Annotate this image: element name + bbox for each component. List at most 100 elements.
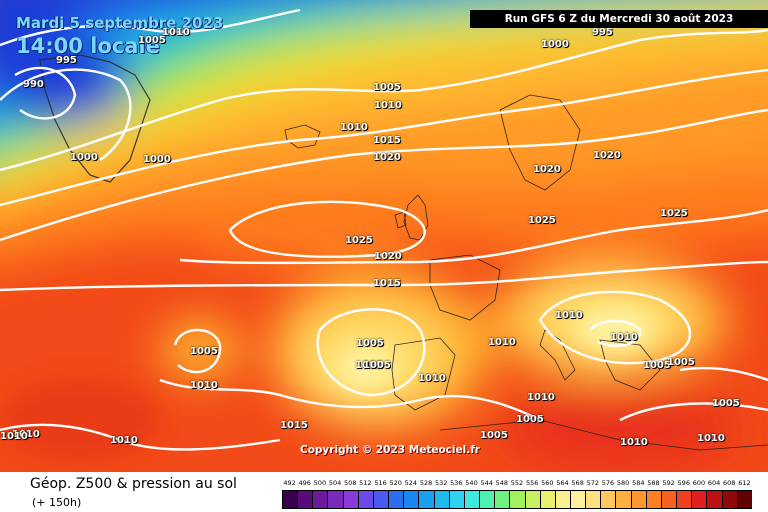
- colorbar-tick: 596: [677, 479, 690, 487]
- isobar-label: 1020: [533, 164, 561, 175]
- model-run-info: Run GFS 6 Z du Mercredi 30 août 2023: [470, 10, 768, 28]
- colorbar-tick: 540: [465, 479, 478, 487]
- isobar-label: 1010: [697, 433, 725, 444]
- colorbar-tick: 548: [495, 479, 509, 487]
- isobar: [14, 66, 77, 120]
- isobar-label: 1015: [373, 278, 401, 289]
- legend-area: Géop. Z500 & pression au sol (+ 150h) 49…: [0, 472, 768, 512]
- isobar-label: 1005: [190, 346, 218, 357]
- colorbar-tick: 608: [723, 479, 736, 487]
- isobar-label: 1010: [374, 100, 402, 111]
- colorbar-tick: 600: [692, 479, 706, 487]
- isobar-label: 1005: [373, 82, 401, 93]
- colorbar-swatch: [479, 491, 495, 508]
- isobar-label: 1015: [373, 135, 401, 146]
- colorbar-swatch: [691, 491, 707, 508]
- colorbar-tick: 604: [707, 479, 721, 487]
- colorbar-swatch: [600, 491, 616, 508]
- colorbar-tick: 572: [586, 479, 599, 487]
- colorbar-tick: 552: [510, 479, 524, 487]
- italy-coast: [539, 329, 576, 381]
- isobar-label: 1025: [660, 208, 688, 219]
- colorbar-swatch: [433, 491, 449, 508]
- valid-time: 14:00 locale: [16, 34, 160, 58]
- isobar: [619, 402, 768, 422]
- north-africa-coast: [439, 419, 768, 451]
- colorbar-tick: 560: [541, 479, 554, 487]
- colorbar-tick: 504: [328, 479, 342, 487]
- isobar: [0, 108, 768, 242]
- colorbar-tick: 500: [313, 479, 327, 487]
- isobar-label: 1010: [12, 429, 40, 440]
- isobar: [589, 319, 642, 347]
- isobar-label: 1020: [373, 152, 401, 163]
- colorbar-tick: 520: [389, 479, 402, 487]
- colorbar-swatch: [448, 491, 464, 508]
- colorbar-swatch: [297, 491, 313, 508]
- forecast-step: (+ 150h): [32, 496, 82, 509]
- colorbar-swatch: [630, 491, 646, 508]
- valid-date: Mardi 5 septembre 2023: [16, 14, 224, 32]
- colorbar-tick: 612: [738, 479, 751, 487]
- isobar-label: 1000: [70, 152, 98, 163]
- isobar-label: 1005: [643, 360, 671, 371]
- isobar-label: 1010: [610, 332, 638, 343]
- ireland-coast: [394, 211, 407, 229]
- colorbar-swatch: [357, 491, 373, 508]
- isobar-label: 995: [592, 27, 613, 38]
- isobar-label: 1015: [280, 420, 308, 431]
- isobar-label: 1005: [363, 360, 391, 371]
- isobar-label: 1010: [527, 392, 555, 403]
- isobar-label: 995: [56, 55, 77, 66]
- colorbar-swatch: [660, 491, 677, 508]
- colorbar-swatch: [524, 491, 540, 508]
- isobar-label: 1010: [162, 27, 190, 38]
- isobar: [0, 28, 768, 172]
- colorbar-swatch: [312, 491, 328, 508]
- colorbar-tick: 584: [632, 479, 645, 487]
- isobar-label: 1020: [593, 150, 621, 161]
- colorbar-tick: 516: [374, 479, 387, 487]
- colorbar-swatch: [418, 491, 434, 508]
- isobar: [179, 208, 768, 265]
- isobar-label: 1010: [488, 337, 516, 348]
- colorbar-swatch: [342, 491, 358, 508]
- isobar: [0, 423, 281, 451]
- colorbar-swatch: [327, 491, 343, 508]
- scandinavia-coast: [499, 94, 581, 191]
- isobar-label: 1010: [620, 437, 648, 448]
- isobar: [159, 378, 541, 422]
- iceland-coast: [284, 124, 321, 149]
- colorbar-swatch: [463, 491, 480, 508]
- colorbar-swatch: [569, 491, 586, 508]
- colorbar-tick: 508: [344, 479, 357, 487]
- colorbar-swatch: [372, 491, 389, 508]
- weather-map: Mardi 5 septembre 2023 14:00 locale Run …: [0, 0, 768, 472]
- isobar-label: 1010: [340, 122, 368, 133]
- isobar-label: 1010: [0, 431, 28, 442]
- colorbar-swatch: [554, 491, 570, 508]
- isobar-label: 1005: [356, 338, 384, 349]
- isobar-label: 1025: [345, 235, 373, 246]
- isobar-label: 1000: [541, 39, 569, 50]
- colorbar-swatch: [706, 491, 722, 508]
- colorbar-tick: 576: [601, 479, 615, 487]
- colorbar-swatch: [736, 491, 752, 508]
- colorbar-tick: 496: [298, 479, 311, 487]
- isobar-label: 1010: [110, 435, 138, 446]
- colorbar-tick: 564: [556, 479, 569, 487]
- isobar: [0, 68, 132, 161]
- colorbar-swatch: [539, 491, 555, 508]
- isobar-label: 990: [23, 79, 44, 90]
- greenland-coast: [39, 54, 151, 183]
- isobar: [0, 260, 768, 292]
- isobar-label: 1005: [480, 430, 508, 441]
- isobar: [173, 328, 222, 374]
- isobar-label: 1010: [418, 373, 446, 384]
- colorbar-tick: 592: [662, 479, 675, 487]
- colorbar-swatch: [403, 491, 419, 508]
- isobar-label: 1005: [138, 35, 166, 46]
- colorbar-tick: 528: [419, 479, 433, 487]
- colorbar-swatch: [585, 491, 601, 508]
- isobar-label: 1005: [667, 357, 695, 368]
